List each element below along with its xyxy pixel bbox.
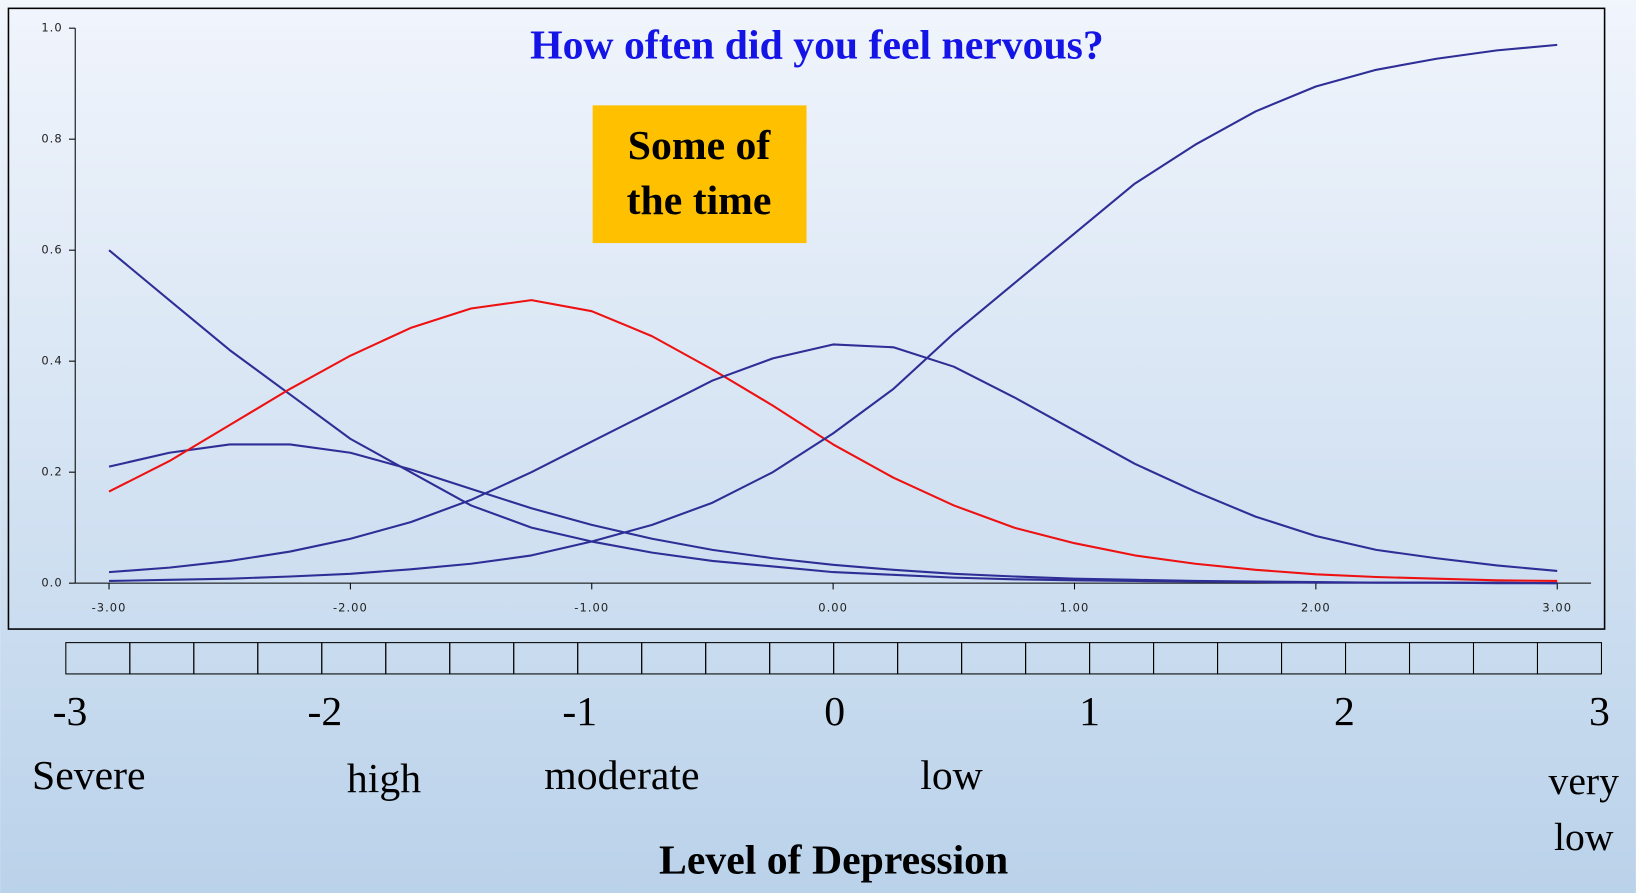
curve [108, 343, 1558, 574]
scale-descriptor-box: very low [1548, 759, 1619, 860]
y-tick-label: 1.0 [41, 21, 62, 35]
scale-label: 1 [1079, 689, 1100, 735]
x-tick-label: 1.00 [1060, 601, 1090, 615]
plot-frame [7, 7, 1606, 630]
y-tick-label: 0.2 [41, 465, 62, 479]
x-tick-label: -3.00 [92, 601, 127, 615]
ruler-cell [1536, 642, 1602, 675]
y-tick-label: 0.4 [41, 354, 62, 368]
scale-descriptor: very low [1548, 759, 1619, 860]
scale-descriptor: high [347, 756, 421, 802]
x-tick-label: -1.00 [574, 601, 609, 615]
scale-label: -2 [308, 689, 343, 735]
y-tick-label: 0.0 [41, 576, 62, 590]
curve [108, 299, 1558, 583]
curve [109, 43, 1558, 583]
annotation: the time [627, 178, 772, 224]
x-tick-label: -2.00 [333, 601, 368, 615]
curve [108, 443, 1558, 585]
x-tick-label: 0.00 [818, 601, 848, 615]
scale-label: -1 [562, 689, 597, 735]
y-tick-label: 0.6 [41, 243, 62, 257]
annotation-box [592, 105, 807, 244]
scale-label: -3 [53, 689, 88, 735]
scale-label: 0 [824, 689, 845, 735]
x-tick-label: 3.00 [1542, 601, 1572, 615]
scale-label: 3 [1589, 689, 1610, 735]
scale-descriptor: low [920, 753, 983, 799]
x-tick-label: 2.00 [1301, 601, 1331, 615]
x-axis-label: Level of Depression [659, 837, 1008, 883]
scale-label: 2 [1334, 689, 1355, 735]
chart-title: How often did you feel nervous? [530, 23, 1104, 69]
scale-descriptor: Severe [32, 753, 146, 799]
y-tick-label: 0.8 [41, 132, 62, 146]
annotation: Some of [628, 123, 772, 169]
ruler [65, 642, 1602, 675]
scale-descriptor: moderate [544, 753, 699, 799]
